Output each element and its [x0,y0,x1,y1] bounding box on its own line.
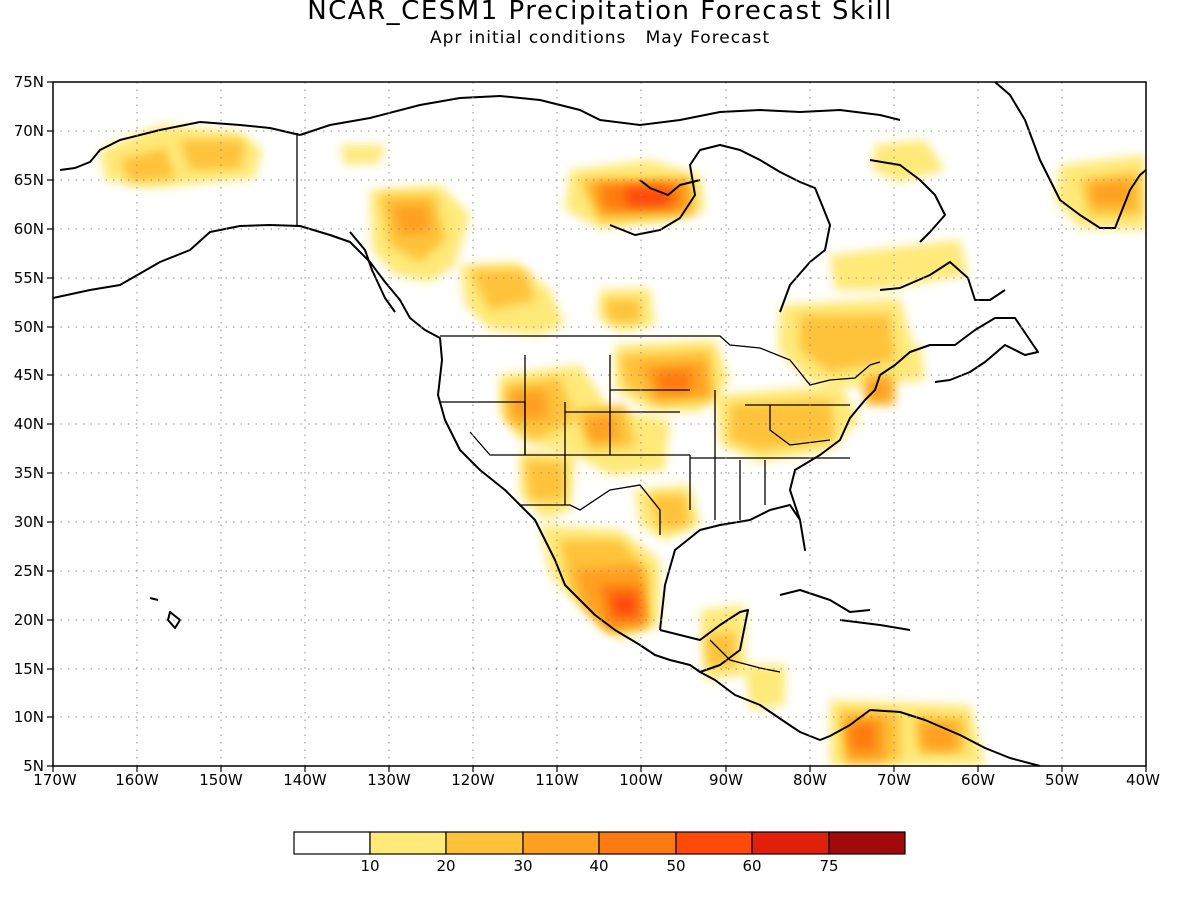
colorbar-swatch-1 [369,831,447,855]
colorbar [293,831,906,855]
colorbar-label: 40 [589,857,609,875]
lat-label: 5N [23,757,44,775]
colorbar-swatch-7 [828,831,906,855]
lat-label: 55N [13,269,44,287]
political-boundaries [296,133,881,673]
map-title: NCAR_CESM1 Precipitation Forecast Skill [307,0,893,26]
lon-label: 160W [115,771,159,789]
skill-level-50 [612,188,670,615]
lon-label: 40W [1126,771,1160,789]
lat-label: 50N [13,318,44,336]
lat-label: 35N [13,464,44,482]
colorbar-swatch-6 [751,831,830,855]
lon-label: 120W [451,771,495,789]
lon-label: 80W [793,771,827,789]
lon-label: 130W [367,771,411,789]
lon-label: 170W [33,771,77,789]
colorbar-swatch-2 [445,831,524,855]
lat-label: 20N [13,611,44,629]
lat-label: 70N [13,122,44,140]
lat-label: 15N [13,660,44,678]
colorbar-label: 50 [666,857,686,875]
lat-label: 75N [13,73,44,91]
lat-label: 10N [13,708,44,726]
colorbar-label: 10 [360,857,380,875]
colorbar-swatch-3 [522,831,600,855]
axis-ticks [47,81,1147,772]
lat-label: 45N [13,366,44,384]
lat-label: 40N [13,415,44,433]
map-subtitle: Apr initial conditions May Forecast [429,28,771,48]
lon-label: 110W [535,771,579,789]
lon-label: 90W [709,771,743,789]
colorbar-label: 20 [436,857,456,875]
lat-label: 30N [13,513,44,531]
colorbar-swatch-4 [598,831,677,855]
lat-label: 65N [13,171,44,189]
colorbar-label: 75 [819,857,839,875]
lon-label: 150W [199,771,243,789]
graticule [53,82,1146,766]
colorbar-label: 60 [742,857,762,875]
lon-label: 70W [877,771,911,789]
lon-label: 140W [283,771,327,789]
colorbar-swatch-0 [293,831,371,855]
lat-label: 25N [13,562,44,580]
lon-label: 100W [619,771,663,789]
lat-label: 60N [13,220,44,238]
lon-label: 60W [961,771,995,789]
colorbar-swatch-5 [675,831,753,855]
colorbar-label: 30 [513,857,533,875]
lon-label: 50W [1045,771,1079,789]
coastlines [53,82,1146,766]
skill-shading [100,125,1146,766]
